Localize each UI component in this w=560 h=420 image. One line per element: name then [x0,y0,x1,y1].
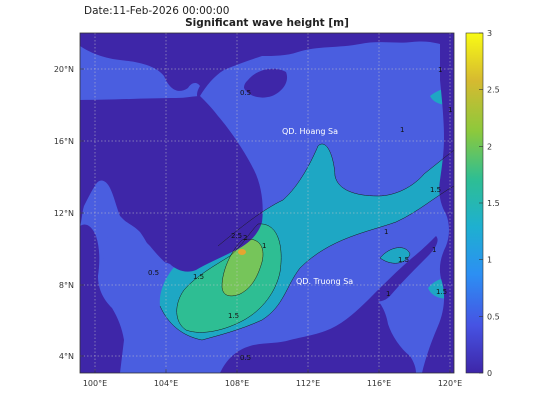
contour-label: 1 [438,66,442,74]
land-china [80,33,454,98]
contour-labels: 1 1 1 1.5 2 2.5 1.5 0.5 1.5 0.5 1 1 1.5 … [148,66,452,362]
land-malay [80,224,124,373]
land-philippines [422,33,454,373]
contour-label: 0.5 [240,354,251,362]
map-frame [79,32,455,374]
lon-tick-label: 116°E [367,379,391,388]
place-label-truong-sa: QD. Truong Sa [296,277,353,286]
place-label-hoang-sa: QD. Hoang Sa [282,127,338,136]
sea-gulf-thailand [103,216,172,299]
contour-label: 1.5 [436,288,447,296]
contour-label: 1 [400,126,404,134]
colorbar-tick-label: 1 [487,256,492,265]
lat-tick-label: 8°N [59,281,74,290]
colorbar-tick-label: 1.5 [487,199,500,208]
colorbar-tick-label: 2 [487,142,492,151]
contour-label: 1.5 [398,256,409,264]
contour-label: 1 [432,246,436,254]
map-plot-area [80,33,454,373]
contour-label: 1.5 [228,312,239,320]
land-indochina [80,96,263,272]
lat-tick-label: 20°N [54,65,74,74]
colorbar-tick-label: 0.5 [487,312,500,321]
sea-contour-2 [222,239,264,296]
contour-label: 1.5 [430,186,441,194]
land-hainan [244,68,288,98]
map-grid [80,33,454,373]
lon-tick-label: 100°E [83,379,107,388]
colorbar-tick-label: 2.5 [487,86,500,95]
contour-lines [159,143,454,341]
map-title: Significant wave height [m] [185,17,349,29]
contour-label: 2.5 [231,232,242,240]
lon-tick-label: 104°E [154,379,178,388]
contour-label: 1 [262,242,266,250]
contour-label: 2 [243,234,247,242]
colorbar-tick-label: 3 [487,29,492,38]
lon-tick-label: 112°E [296,379,320,388]
frame-ticks [80,68,451,373]
contour-label: 1.5 [193,273,204,281]
lat-tick-label: 12°N [54,209,74,218]
lat-axis: 20°N 16°N 12°N 8°N 4°N [54,65,74,361]
lon-axis: 100°E 104°E 108°E 112°E 116°E 120°E [83,379,462,388]
contour-label: 0.5 [240,89,251,97]
lon-tick-label: 108°E [225,379,249,388]
date-label: Date:11-Feb-2026 00:00:00 [84,5,229,17]
colorbar-tick-label: 0 [487,369,492,378]
lon-tick-label: 120°E [438,379,462,388]
contour-label: 1 [386,290,390,298]
contour-label: 1 [448,106,452,114]
land-borneo [220,296,416,373]
colorbar: 3 2.5 2 1.5 1 0.5 0 [465,29,500,378]
contour-label: 1 [384,228,388,236]
sea-peak [238,249,246,255]
lat-tick-label: 16°N [54,137,74,146]
lat-tick-label: 4°N [59,352,74,361]
contour-label: 0.5 [148,269,159,277]
